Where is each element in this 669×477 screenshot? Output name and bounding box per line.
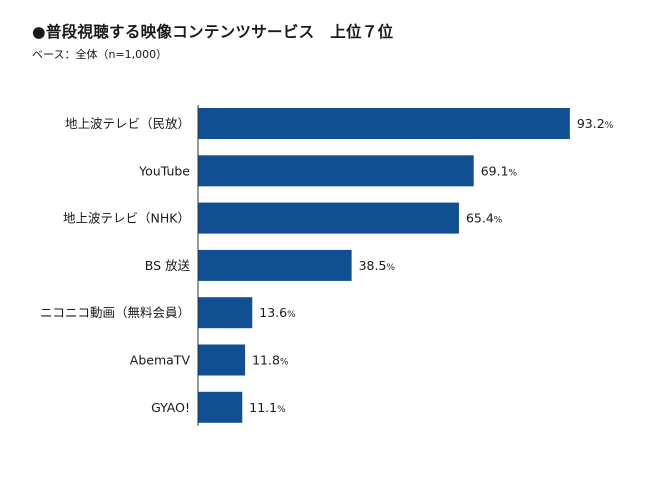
category-label-3: BS 放送: [145, 258, 191, 273]
chart-subtitle: ベース：全体（n=1,000）: [32, 48, 168, 61]
category-label-4: ニコニコ動画（無料会員）: [40, 305, 190, 320]
value-unit-0: %: [605, 121, 614, 131]
category-label-2: 地上波テレビ（NHK）: [63, 211, 190, 226]
bar-1: [198, 155, 474, 187]
bar-3: [198, 249, 352, 281]
value-label-6: 11.1%: [249, 400, 286, 415]
bar-0: [198, 108, 570, 139]
bar-6: [198, 391, 243, 423]
value-label-0: 93.2%: [577, 116, 614, 131]
category-label-0: 地上波テレビ（民放）: [65, 116, 190, 131]
category-label-6: GYAO!: [151, 400, 190, 415]
value-label-3: 38.5%: [359, 258, 396, 273]
value-unit-6: %: [277, 405, 286, 415]
bar-2: [198, 202, 459, 234]
value-unit-3: %: [386, 263, 395, 273]
category-label-1: YouTube: [138, 163, 190, 178]
value-unit-2: %: [494, 216, 503, 226]
value-unit-1: %: [509, 168, 518, 178]
category-label-5: AbemaTV: [130, 353, 191, 368]
value-label-5: 11.8%: [252, 353, 289, 368]
bar-4: [198, 297, 253, 329]
bar-5: [198, 344, 246, 376]
value-label-1: 69.1%: [481, 163, 518, 178]
value-label-4: 13.6%: [259, 305, 296, 320]
value-label-2: 65.4%: [466, 211, 503, 226]
value-unit-4: %: [287, 310, 296, 320]
value-unit-5: %: [280, 358, 289, 368]
chart-title: ●普段視聴する映像コンテンツサービス 上位７位: [32, 23, 394, 41]
